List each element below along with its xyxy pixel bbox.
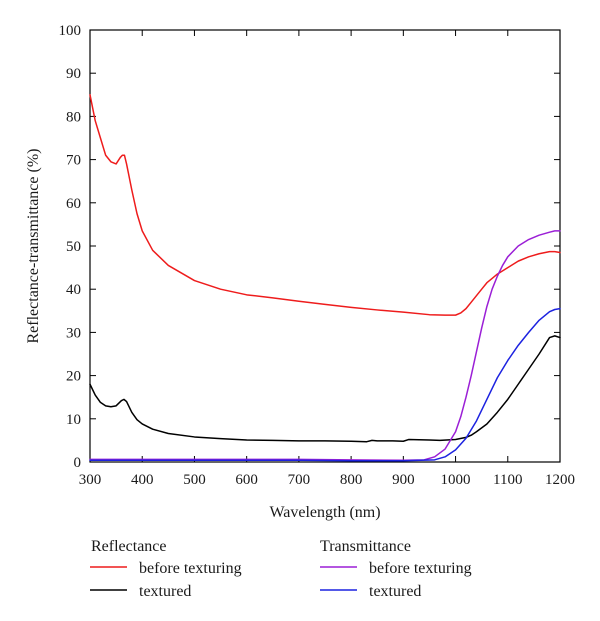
legend-group-title-transmittance: Transmittance [320, 538, 411, 555]
series-line-reflectance-textured [89, 335, 561, 443]
y-tick-label: 100 [59, 23, 82, 39]
y-tick-label: 30 [66, 325, 81, 341]
legend-label-transmittance-before: before texturing [369, 560, 472, 577]
plot-frame [89, 29, 561, 463]
x-tick-label: 1000 [441, 472, 471, 488]
x-axis-title: Wavelength (nm) [269, 504, 380, 521]
legend-label-reflectance-textured: textured [139, 583, 191, 600]
x-tick-label: 500 [183, 472, 206, 488]
x-tick-label: 700 [288, 472, 311, 488]
y-tick-label: 90 [66, 66, 81, 82]
y-tick-label: 60 [66, 196, 81, 212]
series-lines [89, 94, 561, 462]
legend-group-title-reflectance: Reflectance [91, 538, 167, 555]
series-line-transmittance-textured [89, 307, 561, 462]
y-tick-label: 70 [66, 153, 81, 169]
y-tick-label: 40 [66, 282, 81, 298]
y-tick-label: 50 [66, 239, 81, 255]
x-tick-label: 900 [392, 472, 415, 488]
x-tick-label: 1200 [545, 472, 575, 488]
legend: Reflectance before texturing textured Tr… [90, 538, 472, 600]
y-tick-label: 20 [66, 369, 81, 385]
tick-labels: 300 400 500 600 700 800 900 1000 1100 1200 0 10 20 30… [59, 23, 576, 488]
x-tick-label: 400 [131, 472, 154, 488]
x-tick-label: 800 [340, 472, 363, 488]
y-tick-label: 0 [74, 455, 82, 471]
x-tick-label: 600 [235, 472, 258, 488]
legend-label-transmittance-textured: textured [369, 583, 421, 600]
axis-ticks [89, 29, 561, 463]
series-line-reflectance-before-texturing [89, 94, 561, 316]
x-tick-label: 1100 [493, 472, 522, 488]
series-line-transmittance-before-texturing [89, 230, 561, 462]
y-axis-title: Reflectance-transmittance (%) [25, 149, 42, 344]
x-tick-label: 300 [79, 472, 102, 488]
legend-label-reflectance-before: before texturing [139, 560, 242, 577]
y-tick-label: 10 [66, 412, 81, 428]
y-tick-label: 80 [66, 109, 81, 125]
